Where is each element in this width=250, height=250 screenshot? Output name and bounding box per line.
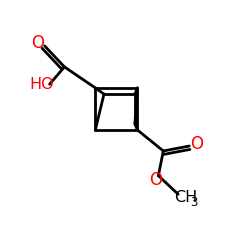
Text: O: O — [31, 34, 44, 52]
Text: O: O — [149, 171, 162, 189]
Text: O: O — [190, 134, 203, 152]
Text: CH: CH — [174, 190, 198, 206]
Text: HO: HO — [30, 77, 54, 92]
Text: 3: 3 — [190, 196, 197, 209]
